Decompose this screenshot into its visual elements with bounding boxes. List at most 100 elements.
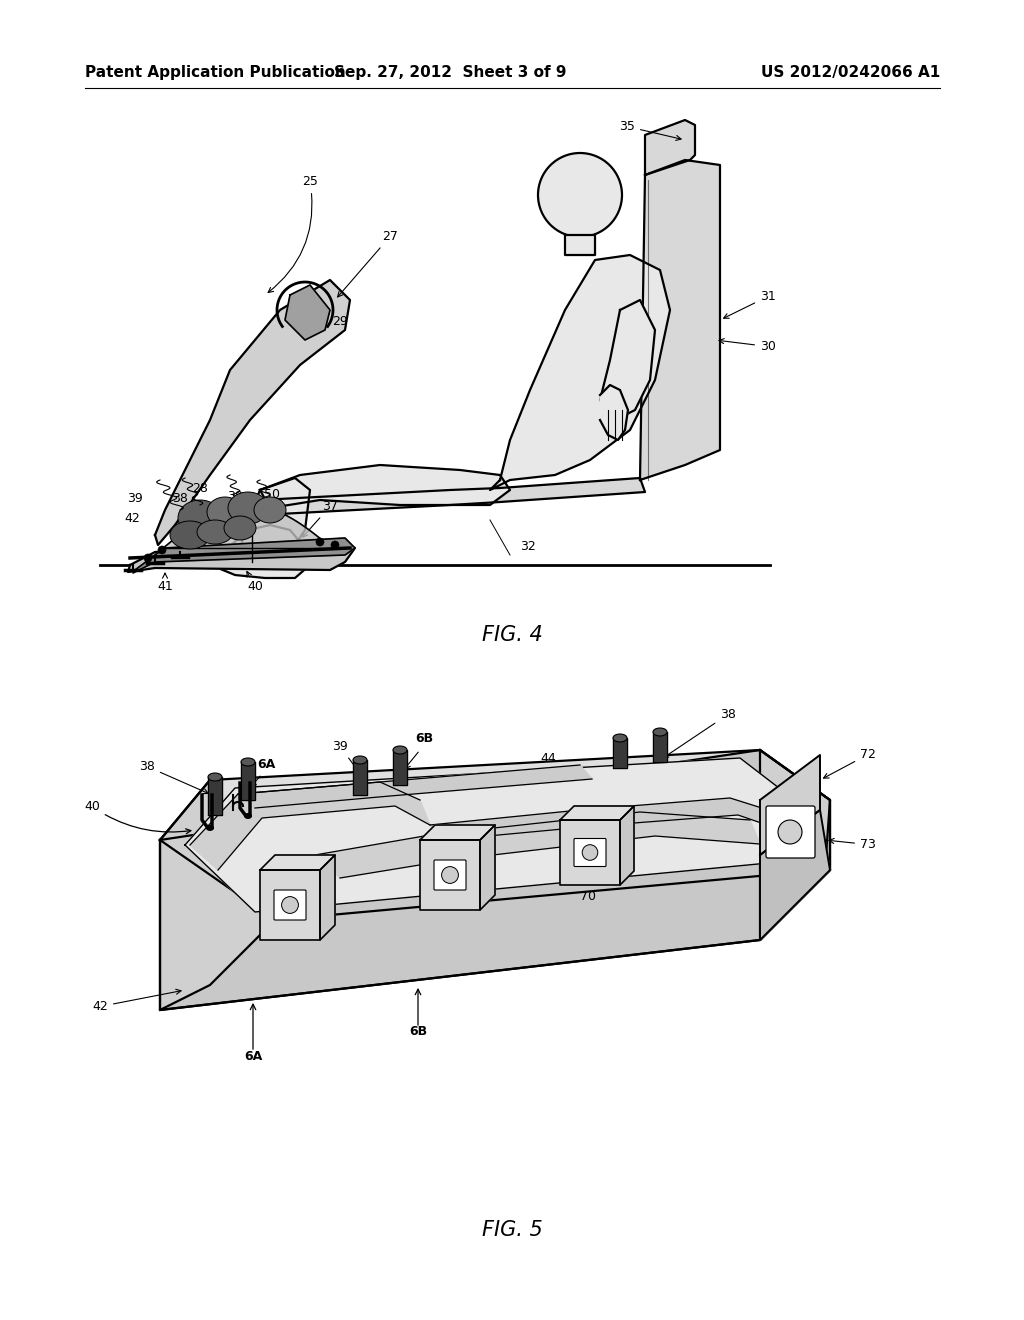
Polygon shape bbox=[430, 799, 805, 840]
Polygon shape bbox=[560, 820, 620, 884]
Polygon shape bbox=[560, 807, 634, 820]
Text: 6A: 6A bbox=[257, 758, 275, 771]
Text: 50: 50 bbox=[264, 488, 280, 502]
Circle shape bbox=[538, 153, 622, 238]
Circle shape bbox=[778, 820, 802, 843]
Polygon shape bbox=[565, 235, 595, 255]
Text: 72: 72 bbox=[823, 748, 876, 777]
Polygon shape bbox=[185, 758, 805, 912]
FancyBboxPatch shape bbox=[574, 838, 606, 866]
Polygon shape bbox=[420, 825, 495, 840]
Text: 27: 27 bbox=[338, 230, 398, 297]
Ellipse shape bbox=[224, 516, 256, 540]
Text: 39: 39 bbox=[127, 492, 143, 506]
Circle shape bbox=[316, 539, 324, 546]
Text: FIG. 5: FIG. 5 bbox=[481, 1220, 543, 1239]
Polygon shape bbox=[620, 807, 634, 884]
Polygon shape bbox=[133, 539, 355, 573]
Polygon shape bbox=[218, 525, 310, 578]
Polygon shape bbox=[760, 750, 830, 940]
Ellipse shape bbox=[178, 500, 222, 536]
Polygon shape bbox=[600, 385, 628, 440]
Circle shape bbox=[583, 845, 598, 861]
Polygon shape bbox=[353, 760, 367, 795]
Text: 28: 28 bbox=[193, 482, 208, 495]
Polygon shape bbox=[241, 762, 255, 800]
Text: Patent Application Publication: Patent Application Publication bbox=[85, 65, 346, 79]
Text: 32: 32 bbox=[520, 540, 536, 553]
Ellipse shape bbox=[241, 758, 255, 766]
FancyBboxPatch shape bbox=[274, 890, 306, 920]
Polygon shape bbox=[319, 855, 335, 940]
Text: 70: 70 bbox=[563, 873, 596, 903]
Polygon shape bbox=[250, 478, 645, 515]
Text: FIG. 4: FIG. 4 bbox=[481, 624, 543, 645]
Text: 6B: 6B bbox=[409, 1026, 427, 1038]
Text: 6A: 6A bbox=[244, 1049, 262, 1063]
Text: 35: 35 bbox=[620, 120, 681, 140]
Ellipse shape bbox=[393, 746, 407, 754]
Circle shape bbox=[282, 896, 298, 913]
Polygon shape bbox=[160, 780, 275, 1010]
Polygon shape bbox=[260, 855, 335, 870]
Circle shape bbox=[158, 546, 166, 554]
Ellipse shape bbox=[228, 492, 268, 524]
Text: US 2012/0242066 A1: US 2012/0242066 A1 bbox=[761, 65, 940, 79]
Ellipse shape bbox=[254, 498, 286, 523]
Text: 38: 38 bbox=[664, 708, 736, 758]
Polygon shape bbox=[640, 160, 720, 480]
Text: 41: 41 bbox=[157, 573, 173, 593]
Text: 44: 44 bbox=[531, 752, 556, 792]
Polygon shape bbox=[645, 120, 695, 176]
Polygon shape bbox=[238, 766, 592, 808]
Text: 40: 40 bbox=[247, 572, 263, 593]
Polygon shape bbox=[480, 825, 495, 909]
Text: 40: 40 bbox=[84, 800, 190, 834]
Polygon shape bbox=[260, 465, 510, 508]
Text: 30: 30 bbox=[719, 339, 776, 352]
Circle shape bbox=[441, 867, 459, 883]
Polygon shape bbox=[240, 478, 310, 565]
Text: 37: 37 bbox=[303, 500, 338, 537]
Circle shape bbox=[331, 541, 339, 549]
Text: 42: 42 bbox=[124, 512, 140, 525]
Polygon shape bbox=[190, 781, 430, 870]
Ellipse shape bbox=[353, 756, 367, 764]
Text: 42: 42 bbox=[92, 989, 181, 1012]
Ellipse shape bbox=[207, 498, 243, 527]
Polygon shape bbox=[260, 870, 319, 940]
Polygon shape bbox=[760, 755, 820, 855]
Text: 31: 31 bbox=[724, 290, 776, 318]
FancyBboxPatch shape bbox=[434, 861, 466, 890]
Polygon shape bbox=[653, 733, 667, 762]
Polygon shape bbox=[285, 285, 330, 341]
Circle shape bbox=[144, 554, 152, 562]
Ellipse shape bbox=[197, 520, 233, 544]
Ellipse shape bbox=[170, 521, 210, 549]
Polygon shape bbox=[208, 777, 222, 814]
Ellipse shape bbox=[244, 813, 252, 818]
Polygon shape bbox=[393, 750, 407, 785]
Polygon shape bbox=[490, 255, 670, 490]
Ellipse shape bbox=[613, 734, 627, 742]
Ellipse shape bbox=[653, 729, 667, 737]
Text: 38: 38 bbox=[139, 760, 208, 793]
Text: 25: 25 bbox=[268, 176, 317, 293]
Text: 29: 29 bbox=[332, 315, 348, 327]
Polygon shape bbox=[613, 738, 627, 768]
Polygon shape bbox=[155, 280, 350, 545]
Polygon shape bbox=[420, 840, 480, 909]
Text: 38: 38 bbox=[227, 490, 243, 503]
Polygon shape bbox=[160, 750, 830, 1010]
Text: 38: 38 bbox=[172, 492, 188, 506]
Text: Sep. 27, 2012  Sheet 3 of 9: Sep. 27, 2012 Sheet 3 of 9 bbox=[334, 65, 566, 79]
Text: 73: 73 bbox=[829, 838, 876, 851]
Polygon shape bbox=[760, 810, 830, 940]
FancyBboxPatch shape bbox=[766, 807, 815, 858]
Polygon shape bbox=[315, 812, 760, 878]
Polygon shape bbox=[128, 540, 355, 572]
Ellipse shape bbox=[206, 825, 214, 832]
Text: 39: 39 bbox=[332, 741, 362, 776]
Ellipse shape bbox=[208, 774, 222, 781]
Polygon shape bbox=[160, 750, 830, 920]
